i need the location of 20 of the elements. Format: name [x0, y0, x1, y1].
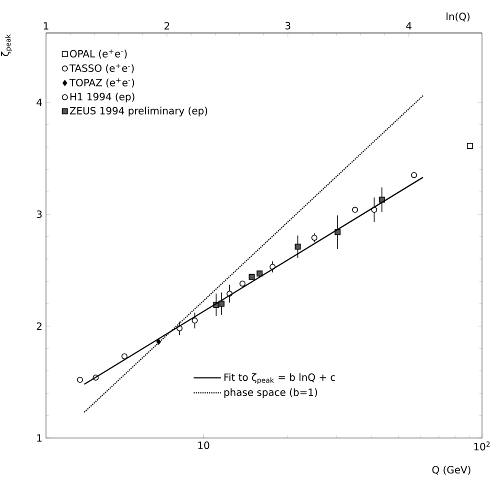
legend-label: Fit to ζ$_{peak}$ = b lnQ + c — [224, 373, 336, 384]
y-tick-label: 3 — [36, 210, 42, 218]
x-tick-label: 10$^{2}$ — [474, 442, 490, 450]
x2-axis-title: ln(Q) — [446, 12, 470, 22]
legend-label: ZEUS 1994 preliminary (ep) — [70, 106, 208, 116]
x-tick-label: 10 — [198, 442, 210, 450]
legend-label: TOPAZ (e$^{+}$e$^{-}$) — [69, 78, 134, 88]
y-tick-label: 4 — [36, 98, 42, 106]
y-tick-label: 2 — [36, 322, 42, 330]
x2-tick-label: 4 — [406, 22, 412, 30]
y-tick-label: 1 — [37, 434, 42, 442]
legend-label: phase space (b=1) — [224, 388, 318, 398]
y-axis-title: ζ$_{peak}$ — [1, 34, 12, 56]
x2-tick-label: 2 — [164, 22, 170, 30]
x-axis-title: Q (GeV) — [432, 466, 470, 475]
legend-label: H1 1994 (ep) — [70, 92, 134, 102]
x2-tick-label: 1 — [44, 22, 48, 30]
legend-label: TASSO (e$^{+}$e$^{-}$) — [69, 64, 134, 74]
legend-label: OPAL (e$^{+}$e$^{-}$) — [70, 49, 127, 59]
x2-tick-label: 3 — [285, 22, 290, 30]
